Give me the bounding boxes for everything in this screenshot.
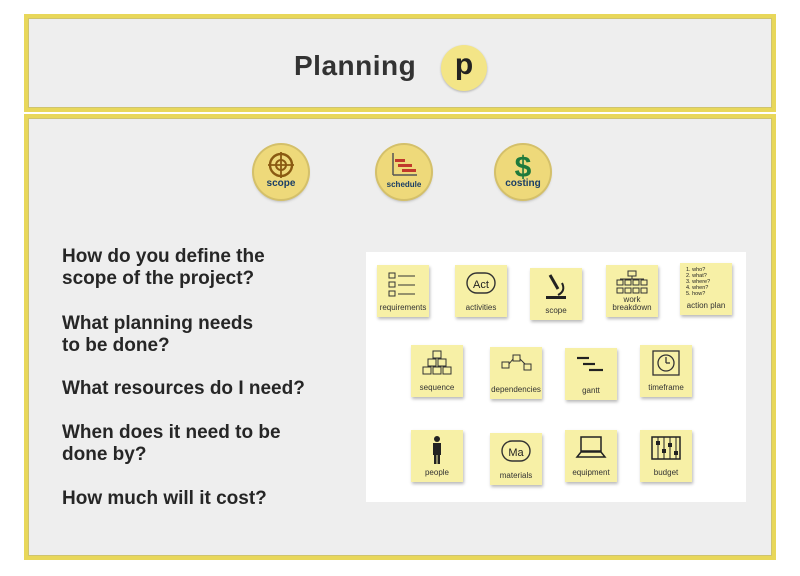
note-label: timeframe — [648, 383, 684, 392]
list-line: 5. how? — [686, 291, 705, 297]
note-requirements: requirements — [377, 265, 429, 317]
badge-letter: p — [454, 48, 474, 81]
note-label: dependencies — [491, 385, 541, 394]
numbered-list-icon: 1. who? 2. what? 3. where? 4. when? 5. h… — [686, 267, 710, 297]
note-materials: Ma materials — [490, 433, 542, 485]
abacus-icon — [651, 436, 681, 460]
question-line: How do you define the — [62, 246, 265, 267]
note-label: requirements — [379, 303, 427, 312]
microscope-icon — [546, 274, 566, 299]
act-text: Act — [473, 279, 489, 291]
planning-badge: p — [441, 45, 487, 91]
person-icon — [433, 436, 441, 464]
ma-bubble-icon: Ma — [501, 440, 531, 462]
note-label: materials — [499, 471, 533, 480]
clock-icon — [652, 350, 680, 376]
question-line: done by? — [62, 444, 147, 465]
note-label: gantt — [582, 386, 600, 395]
note-label: budget — [653, 468, 679, 477]
note-label: activities — [465, 303, 497, 312]
phase-label: costing — [505, 178, 541, 189]
note-label: people — [424, 468, 450, 477]
ma-text: Ma — [508, 447, 524, 459]
note-scope: scope — [530, 268, 582, 320]
note-label: scope — [545, 306, 567, 315]
note-work-breakdown: work breakdown — [606, 265, 658, 317]
svg-text:$: $ — [515, 151, 532, 181]
question-line: When does it need to be — [62, 422, 281, 443]
note-equipment: equipment — [565, 430, 617, 482]
note-sequence: sequence — [411, 345, 463, 397]
dependency-graph-icon — [501, 354, 532, 371]
note-label: equipment — [572, 468, 610, 477]
list-line: 4. when? — [686, 285, 708, 291]
gantt-icon — [577, 356, 603, 372]
note-label: work — [623, 295, 641, 304]
list-line: 3. where? — [686, 279, 710, 285]
phase-label: scope — [266, 178, 296, 189]
question-line: scope of the project? — [62, 268, 255, 289]
note-label: breakdown — [612, 303, 652, 312]
question-line: to be done? — [62, 335, 170, 356]
question-line: What planning needs — [62, 313, 254, 334]
note-action-plan: 1. who? 2. what? 3. where? 4. when? 5. h… — [680, 263, 732, 315]
question-line: How much will it cost? — [62, 488, 267, 509]
list-line: 1. who? — [686, 267, 705, 273]
note-people: people — [411, 430, 463, 482]
crosshair-icon — [268, 152, 294, 178]
page-title: Planning — [294, 50, 417, 81]
schedule-chart-icon — [392, 153, 417, 176]
phase-label: schedule — [386, 180, 422, 189]
laptop-icon — [575, 436, 607, 458]
pyramid-blocks-icon — [422, 350, 452, 375]
checklist-icon — [388, 272, 415, 297]
note-dependencies: dependencies — [490, 347, 542, 399]
question-line: What resources do I need? — [62, 378, 305, 399]
note-gantt: gantt — [565, 348, 617, 400]
dollar-icon: $ — [515, 151, 532, 181]
header-frame — [24, 14, 776, 112]
org-chart-icon — [616, 270, 648, 294]
act-bubble-icon: Act — [466, 272, 496, 294]
phase-costing-badge: $ costing — [496, 145, 550, 199]
note-label: sequence — [419, 383, 455, 392]
phase-schedule-badge: schedule — [377, 145, 431, 199]
note-budget: budget — [640, 430, 692, 482]
list-line: 2. what? — [686, 273, 707, 279]
note-label: action plan — [686, 301, 726, 310]
note-timeframe: timeframe — [640, 345, 692, 397]
note-activities: Act activities — [455, 265, 507, 317]
phase-scope-badge: scope — [254, 145, 308, 199]
